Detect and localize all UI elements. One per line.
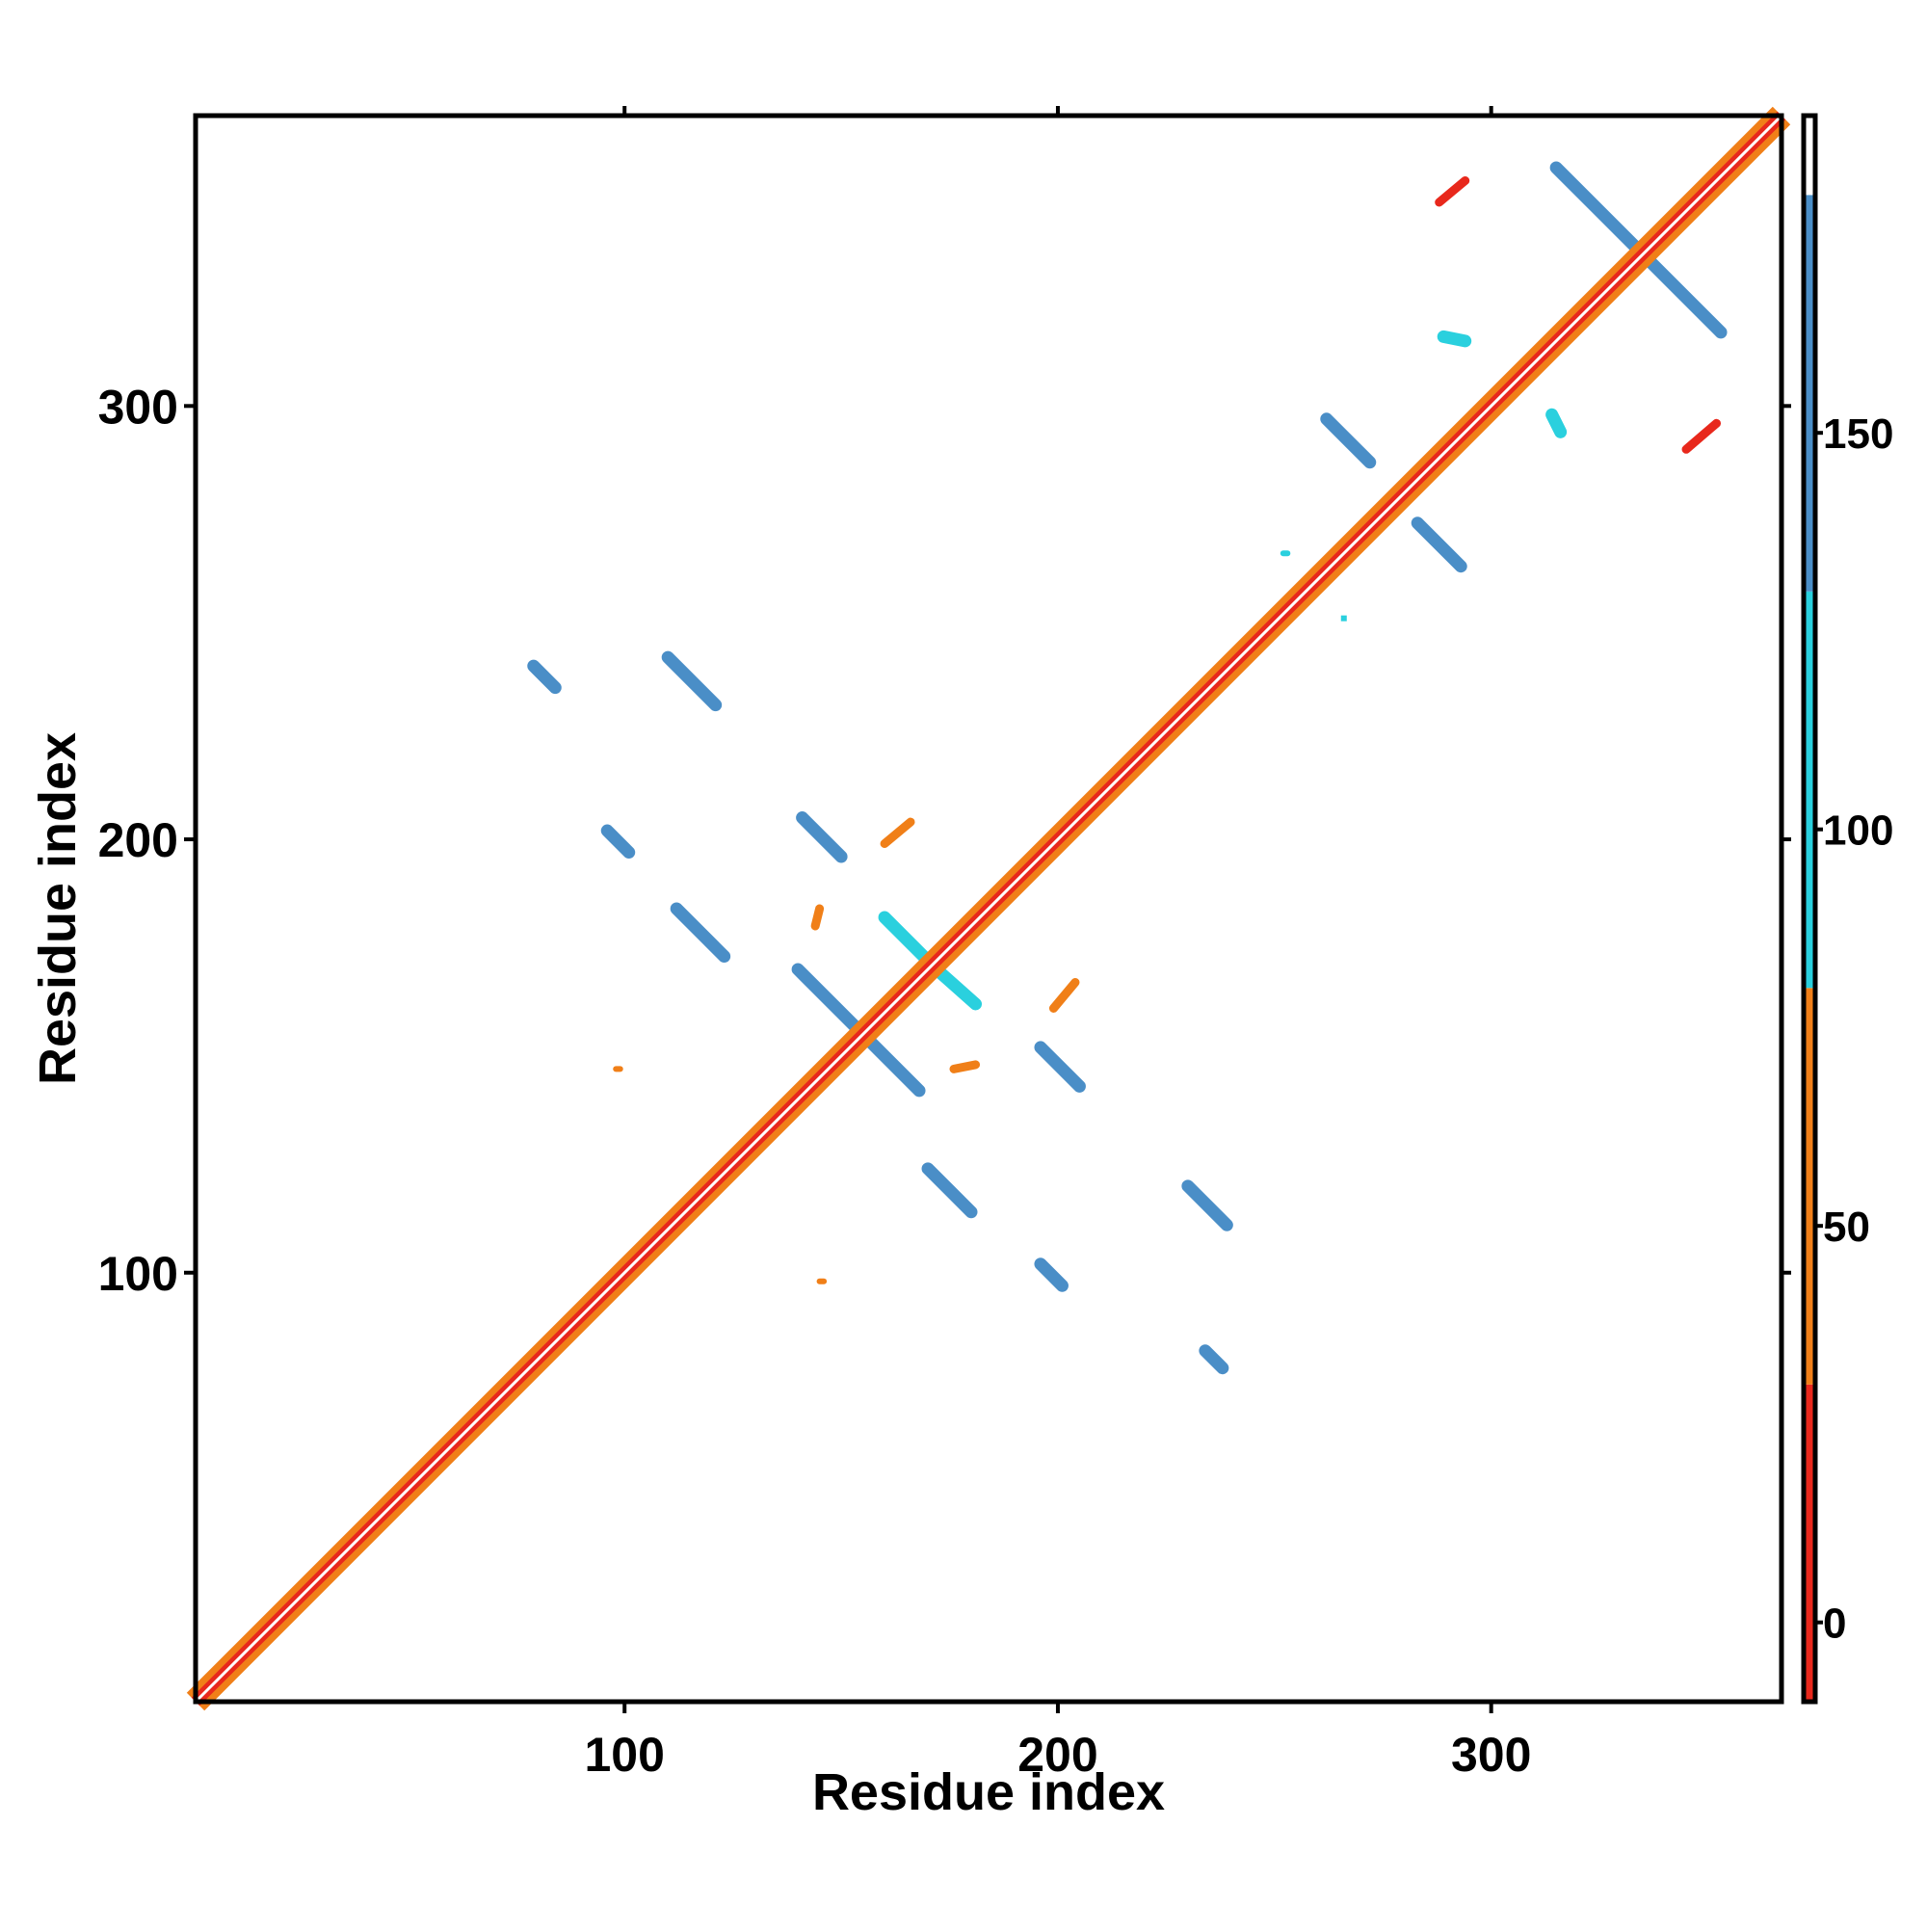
ticks-layer: 100 200 300 100 200 300 bbox=[98, 106, 1791, 1782]
contact-feature bbox=[880, 817, 915, 849]
colorbar-band bbox=[1804, 1384, 1815, 1702]
contact-feature bbox=[1437, 330, 1472, 348]
contact-feature bbox=[1435, 175, 1470, 207]
contact-feature bbox=[921, 1162, 978, 1219]
x-axis-label: Residue index bbox=[812, 1763, 1165, 1821]
contact-feature bbox=[1320, 412, 1377, 469]
colorbar-band bbox=[1804, 591, 1815, 989]
contact-feature bbox=[1411, 516, 1467, 573]
contact-feature bbox=[1034, 1041, 1086, 1093]
diagonal-core bbox=[194, 114, 1783, 1704]
contact-feature bbox=[1340, 615, 1347, 622]
plot-frame bbox=[193, 113, 1784, 1705]
y-tick-label: 100 bbox=[98, 1247, 178, 1301]
contact-feature bbox=[1048, 977, 1080, 1013]
contact-feature bbox=[796, 811, 848, 863]
colorbar-tick-label: 50 bbox=[1823, 1204, 1870, 1251]
x-tick-label: 100 bbox=[585, 1728, 665, 1782]
contact-feature bbox=[810, 904, 825, 931]
colorbar-tick-label: 0 bbox=[1823, 1601, 1846, 1648]
colorbar-tick-label: 150 bbox=[1823, 410, 1893, 458]
contact-feature bbox=[930, 963, 983, 1011]
contact-feature bbox=[670, 902, 731, 963]
contact-feature bbox=[600, 824, 636, 860]
colorbar-tick-label: 100 bbox=[1823, 807, 1893, 855]
contact-feature bbox=[1034, 1257, 1069, 1292]
contact-feature bbox=[1681, 418, 1722, 454]
x-tick-label: 200 bbox=[1017, 1728, 1097, 1782]
colorbar-frame bbox=[1801, 113, 1818, 1705]
diagonal-layer bbox=[186, 106, 1791, 1711]
contact-feature bbox=[1545, 408, 1568, 438]
contact-feature bbox=[1181, 1179, 1233, 1231]
y-tick-label: 300 bbox=[98, 380, 178, 434]
contact-feature bbox=[1199, 1344, 1229, 1375]
contact-feature bbox=[527, 659, 562, 695]
colorbar: 0 50 100 150 bbox=[1801, 113, 1893, 1705]
contact-feature bbox=[949, 1060, 981, 1073]
contact-feature bbox=[661, 650, 723, 712]
y-tick-label: 200 bbox=[98, 813, 178, 867]
x-tick-label: 300 bbox=[1451, 1728, 1531, 1782]
colorbar-band bbox=[1804, 988, 1815, 1385]
colorbar-band bbox=[1804, 116, 1815, 196]
y-axis-label: Residue index bbox=[29, 732, 87, 1085]
colorbar-band bbox=[1804, 195, 1815, 592]
